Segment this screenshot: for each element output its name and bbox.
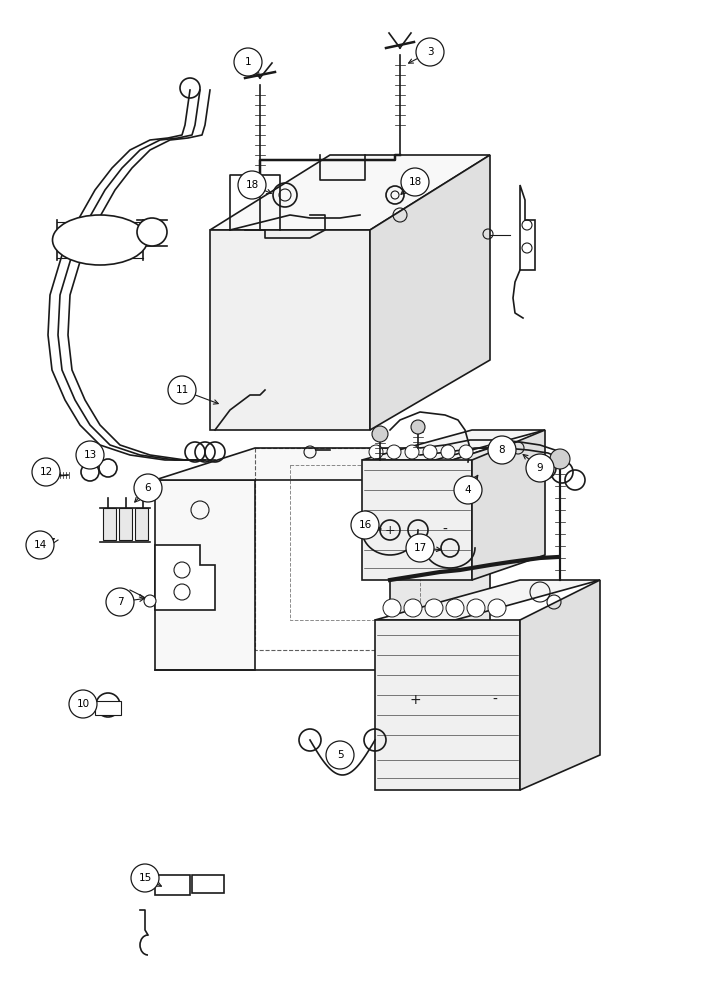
Text: 6: 6 xyxy=(144,483,152,493)
Polygon shape xyxy=(520,185,535,270)
Circle shape xyxy=(372,426,388,442)
Circle shape xyxy=(405,445,419,459)
Circle shape xyxy=(411,420,425,434)
Circle shape xyxy=(326,741,354,769)
Circle shape xyxy=(401,168,429,196)
Text: -: - xyxy=(442,523,447,537)
Circle shape xyxy=(404,599,422,617)
Text: 17: 17 xyxy=(413,543,427,553)
Polygon shape xyxy=(155,545,215,610)
Text: 16: 16 xyxy=(358,520,372,530)
Polygon shape xyxy=(375,620,520,790)
Text: +: + xyxy=(409,693,421,707)
Circle shape xyxy=(106,588,134,616)
Circle shape xyxy=(26,531,54,559)
Circle shape xyxy=(168,376,196,404)
Circle shape xyxy=(387,445,401,459)
Circle shape xyxy=(369,445,383,459)
Polygon shape xyxy=(210,230,370,430)
Text: +: + xyxy=(384,524,395,536)
Bar xyxy=(155,875,190,895)
Text: -: - xyxy=(493,693,498,707)
Circle shape xyxy=(488,436,516,464)
Polygon shape xyxy=(210,155,490,230)
Text: 5: 5 xyxy=(337,750,343,760)
Text: 11: 11 xyxy=(176,385,188,395)
Polygon shape xyxy=(370,155,490,430)
Circle shape xyxy=(234,48,262,76)
Polygon shape xyxy=(390,448,490,670)
Text: 18: 18 xyxy=(409,177,422,187)
Circle shape xyxy=(238,171,266,199)
Text: 13: 13 xyxy=(84,450,96,460)
Circle shape xyxy=(406,534,434,562)
Circle shape xyxy=(134,474,162,502)
Circle shape xyxy=(446,599,464,617)
Circle shape xyxy=(459,445,473,459)
Bar xyxy=(95,701,121,715)
Circle shape xyxy=(550,449,570,469)
Polygon shape xyxy=(155,448,490,480)
Text: 9: 9 xyxy=(537,463,543,473)
Ellipse shape xyxy=(52,215,147,265)
Circle shape xyxy=(351,511,379,539)
Circle shape xyxy=(32,458,60,486)
Text: 10: 10 xyxy=(76,699,90,709)
Text: 14: 14 xyxy=(33,540,47,550)
Circle shape xyxy=(69,690,97,718)
Circle shape xyxy=(423,445,437,459)
Text: 3: 3 xyxy=(427,47,433,57)
Polygon shape xyxy=(472,430,545,580)
Bar xyxy=(119,508,132,540)
Circle shape xyxy=(416,38,444,66)
Ellipse shape xyxy=(137,218,167,246)
Bar xyxy=(103,508,116,540)
Circle shape xyxy=(441,445,455,459)
Bar xyxy=(135,508,148,540)
Circle shape xyxy=(144,595,156,607)
Polygon shape xyxy=(155,480,255,670)
Bar xyxy=(192,875,224,893)
Polygon shape xyxy=(375,580,600,620)
Circle shape xyxy=(131,864,159,892)
Circle shape xyxy=(425,599,443,617)
Polygon shape xyxy=(362,460,472,580)
Circle shape xyxy=(454,476,482,504)
Circle shape xyxy=(526,454,554,482)
Circle shape xyxy=(488,599,506,617)
Text: 7: 7 xyxy=(117,597,123,607)
Text: 1: 1 xyxy=(245,57,251,67)
Text: 4: 4 xyxy=(464,485,472,495)
Polygon shape xyxy=(520,580,600,790)
Text: 12: 12 xyxy=(40,467,52,477)
Text: 15: 15 xyxy=(138,873,152,883)
Polygon shape xyxy=(362,430,545,460)
Circle shape xyxy=(383,599,401,617)
Text: 18: 18 xyxy=(246,180,258,190)
Circle shape xyxy=(467,599,485,617)
Circle shape xyxy=(76,441,104,469)
Text: 8: 8 xyxy=(498,445,506,455)
